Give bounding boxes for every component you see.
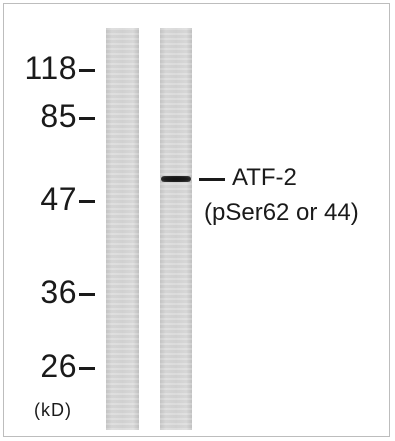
unit-label: (kD) (34, 400, 72, 420)
protein-band (161, 176, 191, 182)
marker-tick (79, 117, 95, 121)
band-pointer-line (199, 178, 225, 181)
band-label-protein: ATF-2 (232, 164, 297, 191)
marker-47: 47 (40, 183, 95, 215)
marker-85: 85 (40, 100, 95, 132)
marker-tick (79, 69, 95, 73)
marker-tick (79, 293, 95, 297)
marker-36: 36 (40, 276, 95, 308)
blot-lane-1 (106, 28, 139, 430)
blot-lane-2 (160, 28, 192, 430)
marker-118: 118 (24, 52, 95, 84)
figure-frame (3, 3, 390, 437)
marker-26: 26 (40, 350, 95, 382)
band-label-site: (pSer62 or 44) (204, 199, 359, 226)
marker-tick (79, 367, 95, 371)
marker-tick (79, 200, 95, 204)
